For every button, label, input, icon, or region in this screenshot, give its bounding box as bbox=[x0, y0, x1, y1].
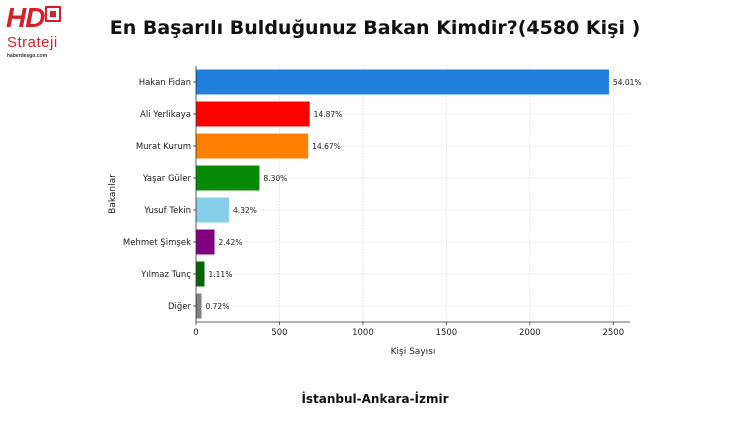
bar bbox=[196, 293, 202, 319]
bar bbox=[196, 133, 309, 159]
bar-data-label: 4.32% bbox=[233, 206, 257, 215]
category-label: Mehmet Şimşek bbox=[123, 238, 191, 248]
category-label: Yılmaz Tunç bbox=[140, 270, 191, 280]
x-tick-label: 500 bbox=[271, 328, 287, 338]
bar-data-label: 1.11% bbox=[209, 270, 233, 279]
bar bbox=[196, 101, 310, 127]
page-title: En Başarılı Bulduğunuz Bakan Kimdir?(458… bbox=[109, 17, 641, 39]
logo-brand-text: HD bbox=[6, 2, 45, 33]
logo-sub-text: Strateji bbox=[7, 34, 58, 51]
footer-caption: İstanbul-Ankara-İzmir bbox=[301, 392, 449, 406]
chart-axes: 0 500 1000 1500 2000 2500 Hakan Fidan Ali Yerli… bbox=[123, 66, 630, 338]
bar bbox=[196, 197, 230, 223]
bar-data-label: 14.87% bbox=[314, 110, 343, 119]
y-axis-label: Bakanlar bbox=[108, 174, 118, 214]
x-tick-label: 1000 bbox=[352, 328, 374, 338]
x-tick-label: 2000 bbox=[519, 328, 541, 338]
bar bbox=[196, 261, 205, 287]
x-tick-label: 0 bbox=[193, 328, 198, 338]
bar-data-label: 0.72% bbox=[206, 302, 230, 311]
category-label: Ali Yerlikaya bbox=[140, 110, 191, 120]
bar-data-label: 54.01% bbox=[613, 78, 642, 87]
category-label: Hakan Fidan bbox=[139, 78, 191, 88]
category-label: Murat Kurum bbox=[136, 142, 191, 152]
logo-square-icon bbox=[45, 6, 61, 22]
bar bbox=[196, 69, 609, 95]
chart-bars: 54.01% 14.87% 14.67% 8.30% 4.32% 2.42% 1.11% 0.… bbox=[196, 69, 642, 319]
bar-data-label: 8.30% bbox=[263, 174, 287, 183]
brand-logo: HD Strateji haberdesgn.com bbox=[4, 2, 68, 62]
x-tick-label: 1500 bbox=[436, 328, 458, 338]
bar bbox=[196, 165, 260, 191]
bar-data-label: 2.42% bbox=[219, 238, 243, 247]
logo-site-text: haberdesgn.com bbox=[7, 53, 48, 59]
x-tick-label: 2500 bbox=[602, 328, 624, 338]
bar bbox=[196, 229, 215, 255]
category-label: Diğer bbox=[168, 302, 192, 312]
x-axis-label: Kişi Sayısı bbox=[391, 347, 436, 357]
bar-data-label: 14.67% bbox=[312, 142, 341, 151]
category-label: Yusuf Tekin bbox=[143, 206, 191, 216]
category-label: Yaşar Güler bbox=[142, 174, 192, 184]
